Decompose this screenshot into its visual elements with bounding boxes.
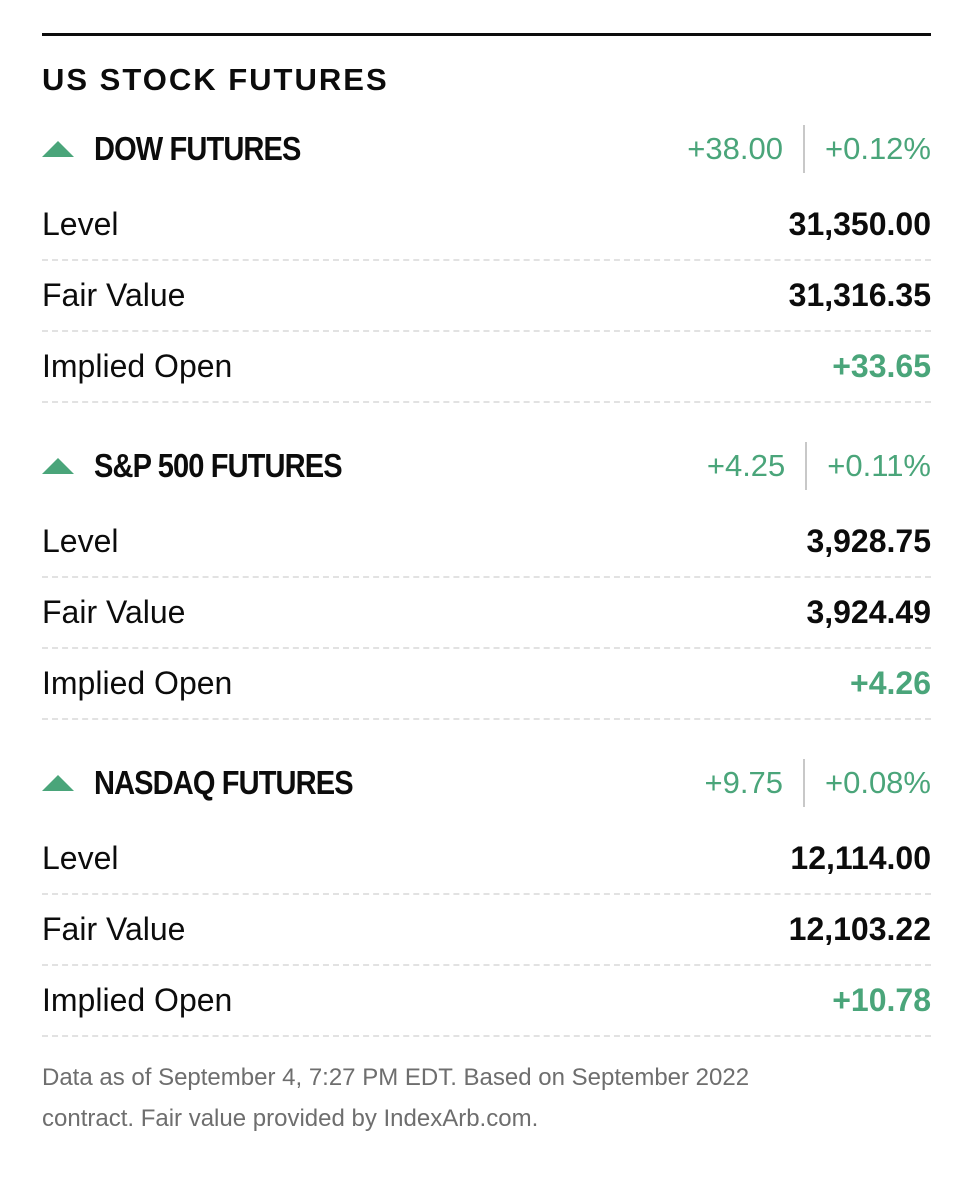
data-row: Level 3,928.75 [42, 507, 931, 578]
row-label: Level [42, 206, 119, 242]
separator [802, 759, 805, 807]
data-row: Implied Open +4.26 [42, 649, 931, 720]
row-value: 3,928.75 [806, 523, 931, 559]
change-value: +4.25 [706, 448, 786, 483]
section-name: DOW FUTURES [94, 130, 301, 167]
row-label: Implied Open [42, 982, 233, 1018]
change-value: +9.75 [704, 765, 783, 800]
separator [805, 442, 808, 490]
section-header: S&P 500 FUTURES +4.25 +0.11% [42, 441, 931, 491]
change-percent: +0.11% [827, 448, 931, 483]
up-arrow [42, 458, 74, 474]
row-label: Implied Open [42, 348, 233, 384]
row-label: Fair Value [42, 277, 186, 313]
up-arrow [42, 775, 74, 791]
row-value: 12,114.00 [790, 840, 931, 876]
row-value: 31,350.00 [788, 206, 931, 242]
change-percent: +0.08% [824, 765, 931, 800]
data-row: Fair Value 12,103.22 [42, 895, 931, 966]
row-label: Level [42, 523, 119, 559]
data-row: Implied Open +10.78 [42, 966, 931, 1037]
section-header: NASDAQ FUTURES +9.75 +0.08% [42, 758, 931, 808]
row-value: 3,924.49 [806, 594, 931, 630]
futures-section: NASDAQ FUTURES +9.75 +0.08% Level 12,114.00 F… [42, 758, 931, 1037]
sections: DOW FUTURES +38.00 +0.12% Level 31,350.00 Fai… [42, 124, 931, 1037]
data-row: Fair Value 31,316.35 [42, 261, 931, 332]
section-header: DOW FUTURES +38.00 +0.12% [42, 124, 931, 174]
widget-title: US STOCK FUTURES [42, 62, 389, 97]
up-arrow [42, 141, 74, 157]
row-value: +33.65 [832, 348, 931, 384]
futures-section: DOW FUTURES +38.00 +0.12% Level 31,350.00 Fai… [42, 124, 931, 403]
data-row: Level 31,350.00 [42, 190, 931, 261]
row-value: 12,103.22 [788, 911, 931, 947]
row-label: Fair Value [42, 594, 186, 630]
data-row: Implied Open +33.65 [42, 332, 931, 403]
row-value: 31,316.35 [788, 277, 931, 313]
separator [802, 125, 805, 173]
futures-section: S&P 500 FUTURES +4.25 +0.11% Level 3,928.75 F… [42, 441, 931, 720]
row-label: Implied Open [42, 665, 233, 701]
row-label: Level [42, 840, 119, 876]
change-percent: +0.12% [824, 131, 931, 166]
data-row: Fair Value 3,924.49 [42, 578, 931, 649]
data-row: Level 12,114.00 [42, 824, 931, 895]
top-rule [42, 33, 931, 36]
row-value: +4.26 [850, 665, 931, 701]
row-value: +10.78 [832, 982, 931, 1018]
section-name: S&P 500 FUTURES [94, 447, 343, 484]
row-label: Fair Value [42, 911, 186, 947]
change-value: +38.00 [687, 131, 783, 166]
section-name: NASDAQ FUTURES [94, 764, 354, 801]
footer-note: Data as of September 4, 7:27 PM EDT. Bas… [42, 1064, 750, 1132]
futures-widget: US STOCK FUTURES DOW FUTURES +38.00 +0.12%… [42, 0, 931, 1139]
